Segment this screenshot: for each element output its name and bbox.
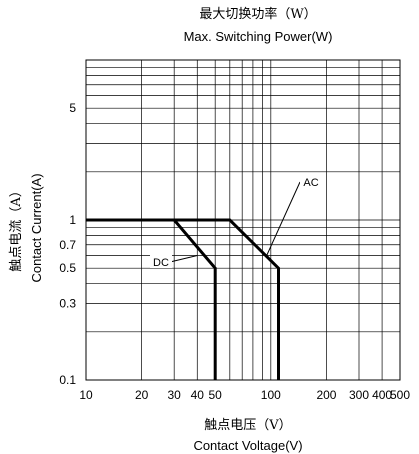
x-tick-label: 400: [372, 388, 392, 402]
chart-subtitle: Max. Switching Power(W): [184, 29, 333, 44]
y-tick-label: 1: [69, 213, 76, 227]
y-tick-label: 5: [69, 101, 76, 115]
x-tick-label: 50: [209, 388, 223, 402]
x-tick-label: 10: [79, 388, 93, 402]
series-label-dc: DC: [153, 257, 169, 269]
x-tick-label: 200: [316, 388, 336, 402]
y-tick-label: 0.5: [59, 261, 76, 275]
x-tick-label: 20: [135, 388, 149, 402]
series-group: DC AC: [86, 174, 322, 380]
series-label-bg: [150, 254, 172, 268]
x-axis-label: 触点电压（V）: [204, 418, 291, 433]
y-axis-label-en: Contact Current(A): [29, 173, 44, 282]
series-line-ac: [86, 218, 280, 380]
series-label-leader: [266, 181, 301, 256]
series-label-bg: [300, 174, 322, 188]
x-tick-label: 300: [349, 388, 369, 402]
x-tick-label: 100: [261, 388, 281, 402]
y-tick-label: 0.7: [59, 238, 76, 252]
grid: [86, 60, 400, 380]
series-label-leader: [169, 255, 198, 263]
x-tick-label: 40: [191, 388, 205, 402]
x-tick-label: 500: [390, 388, 410, 402]
chart-title: 最大切换功率（W）: [199, 6, 316, 22]
y-axis-label: 触点电流（A）: [9, 184, 24, 271]
y-tick-label: 0.1: [59, 373, 76, 387]
series-line-dc: [86, 218, 217, 380]
series-label-ac: AC: [303, 177, 318, 189]
x-tick-label: 30: [168, 388, 182, 402]
x-axis-label-en: Contact Voltage(V): [193, 438, 302, 453]
y-tick-label: 0.3: [59, 297, 76, 311]
